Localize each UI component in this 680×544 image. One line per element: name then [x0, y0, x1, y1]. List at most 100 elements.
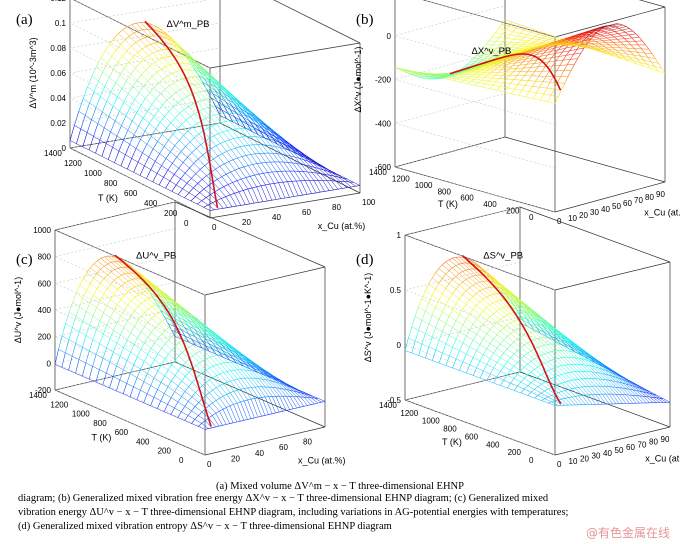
mesh-line	[533, 98, 541, 101]
mesh-line	[300, 151, 307, 157]
mesh-line	[178, 370, 186, 377]
mesh-line	[212, 81, 220, 87]
mesh-line	[192, 59, 200, 66]
mesh-line	[174, 407, 182, 412]
mesh-line	[117, 289, 125, 296]
mesh-line	[218, 345, 226, 350]
mesh-line	[651, 61, 659, 64]
mesh-line	[90, 267, 98, 274]
mesh-line	[177, 396, 182, 403]
mesh-line	[547, 51, 552, 56]
mesh-line	[233, 421, 237, 424]
mesh-line	[152, 52, 160, 60]
mesh-line	[170, 312, 178, 317]
mesh-line	[535, 39, 540, 42]
mesh-line	[232, 358, 240, 362]
mesh-line	[203, 207, 211, 211]
mesh-line	[222, 356, 230, 361]
mesh-line	[138, 292, 142, 295]
mesh-line	[234, 107, 240, 110]
mesh-line	[174, 49, 180, 52]
mesh-line	[151, 136, 158, 142]
mesh-line	[199, 71, 207, 78]
mesh-line	[183, 308, 191, 315]
mesh-line	[629, 388, 633, 391]
mesh-line	[129, 396, 137, 401]
y-tick-label-c: 1400	[29, 391, 47, 400]
mesh-line	[199, 91, 207, 100]
mesh-line	[543, 51, 552, 54]
mesh-line	[445, 78, 454, 81]
mesh-line	[110, 317, 118, 323]
mesh-line	[160, 93, 168, 101]
mesh-line	[107, 262, 112, 265]
mesh-line	[408, 70, 417, 73]
mesh-line	[466, 78, 475, 80]
mesh-line	[221, 173, 227, 177]
mesh-line	[109, 329, 114, 339]
mesh-line	[116, 379, 121, 392]
mesh-line	[175, 42, 182, 50]
mesh-line	[293, 390, 301, 398]
mesh-line	[248, 164, 253, 166]
mesh-line	[626, 26, 630, 29]
mesh-line	[230, 379, 235, 382]
mesh-line	[504, 19, 513, 23]
mesh-line	[500, 60, 508, 63]
mesh-line	[593, 30, 602, 34]
mesh-line	[248, 165, 255, 176]
mesh-line	[104, 263, 108, 267]
mesh-line	[93, 288, 98, 296]
mesh-line	[115, 82, 123, 89]
mesh-line	[117, 274, 122, 278]
mesh-line	[154, 377, 162, 383]
mesh-line	[612, 25, 616, 28]
mesh-line	[154, 87, 161, 94]
mesh-line	[190, 59, 198, 66]
mesh-line	[129, 99, 135, 108]
mesh-line	[186, 96, 194, 104]
mesh-line	[123, 101, 131, 108]
mesh-line	[257, 162, 262, 164]
mesh-line	[154, 327, 162, 335]
mesh-line	[121, 125, 128, 131]
mesh-line	[128, 86, 133, 95]
mesh-line	[75, 373, 83, 377]
mesh-line	[164, 354, 169, 360]
mesh-line	[264, 414, 269, 416]
mesh-line	[249, 120, 256, 126]
mesh-line	[203, 108, 211, 117]
mesh-line	[171, 38, 178, 45]
mesh-line	[158, 82, 166, 90]
mesh-line	[100, 57, 108, 64]
mesh-line	[126, 373, 131, 384]
mesh-line	[197, 101, 204, 110]
x-tick-label-b: 50	[612, 202, 621, 211]
mesh-line	[527, 67, 532, 72]
mesh-line	[315, 191, 321, 194]
mesh-line	[477, 76, 485, 78]
mesh-line	[187, 126, 193, 132]
mesh-line	[177, 44, 185, 51]
mesh-line	[250, 154, 258, 164]
mesh-line	[155, 312, 159, 316]
mesh-line	[622, 387, 626, 389]
mesh-line	[101, 156, 109, 160]
y-tick-label-b: 1200	[392, 174, 410, 183]
mesh-line	[229, 139, 236, 149]
mesh-line	[284, 383, 291, 387]
mesh-line	[180, 306, 188, 313]
mesh-line	[159, 296, 167, 303]
mesh-line	[209, 350, 216, 355]
mesh-line	[176, 184, 183, 189]
mesh-line	[529, 42, 533, 46]
mesh-line	[520, 49, 528, 52]
mesh-line	[195, 192, 200, 197]
mesh-line	[174, 318, 182, 323]
mesh-line	[126, 74, 131, 81]
mesh-line	[197, 323, 202, 329]
mesh-line	[524, 50, 532, 54]
mesh-line	[561, 381, 566, 384]
mesh-line	[525, 91, 530, 98]
mesh-line	[201, 333, 209, 338]
